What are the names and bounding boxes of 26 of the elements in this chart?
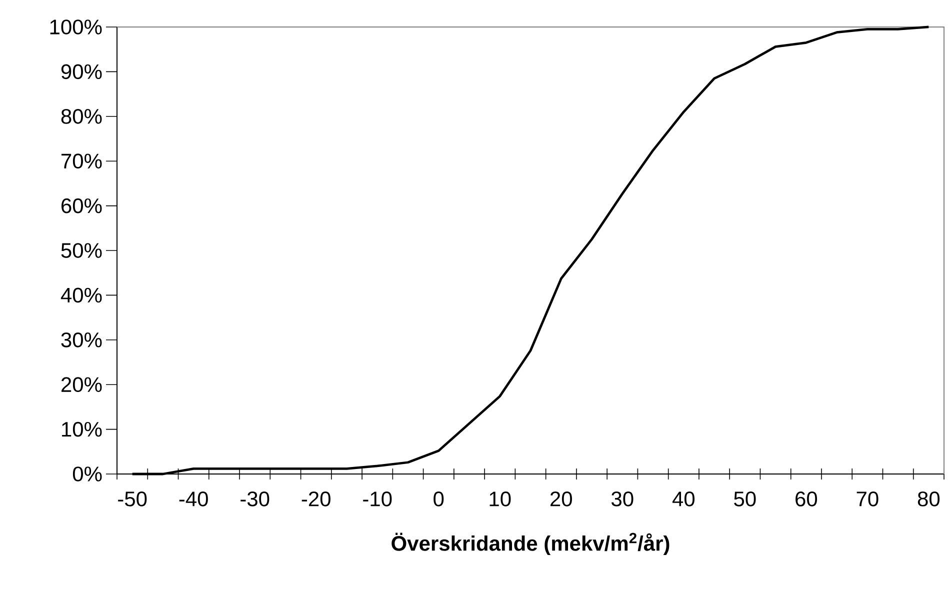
x-tick-label: 50 [734, 492, 756, 506]
x-tick-label: 10 [490, 492, 511, 506]
x-tick-label: -50 [118, 492, 147, 506]
y-tick-label: 40% [60, 288, 102, 303]
x-axis-title: Överskridande (mekv/m$^{2}$/år) [392, 532, 670, 556]
x-tick-label: 60 [796, 492, 818, 506]
x-tick-label: 40 [672, 492, 695, 506]
y-tick-label: 80% [61, 108, 102, 124]
y-tick-label: 50% [61, 243, 102, 258]
x-tick-label: 80 [918, 492, 940, 506]
x-tick-label: -10 [363, 492, 392, 506]
x-tick-label: -40 [179, 492, 208, 506]
x-tick-label: 70 [856, 492, 878, 506]
x-tick-label: -20 [302, 492, 330, 506]
y-tick-label: 100% [50, 20, 102, 34]
y-tick-label: 10% [62, 422, 102, 437]
y-tick-label: 90% [61, 64, 102, 80]
y-tick-label: 60% [62, 198, 102, 214]
y-tick-label: 20% [62, 377, 102, 392]
x-tick-label: 0 [434, 492, 444, 506]
x-tick-label: 30 [612, 492, 634, 506]
y-tick-label: 30% [61, 332, 102, 348]
y-tick-label: 70% [62, 154, 102, 169]
x-tick-label: -30 [240, 492, 270, 506]
x-tick-label: 20 [550, 492, 572, 506]
y-tick-label: 0% [72, 466, 102, 482]
